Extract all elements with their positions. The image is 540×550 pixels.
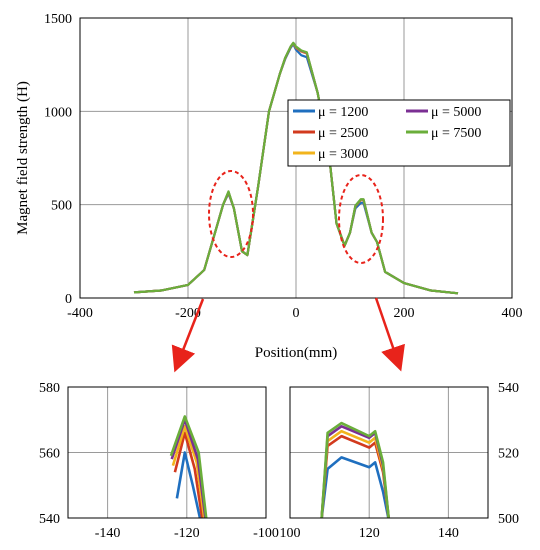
inset-left-tick-labels: -140 -120 -100 540 560 580 — [39, 381, 279, 541]
right-peak-highlight-ellipse — [338, 174, 384, 264]
x-tick-label: -400 — [67, 306, 93, 321]
main-plot-frame — [79, 17, 513, 299]
x-tick-label: 200 — [394, 306, 415, 321]
series-line-mu3000 — [171, 424, 206, 518]
main-tick-labels: -400 -200 0 200 400 0 500 1000 1500 — [44, 12, 523, 321]
x-tick-label: 100 — [280, 526, 301, 541]
x-tick-label: 400 — [502, 306, 523, 321]
y-tick-label: 560 — [39, 447, 60, 462]
inset-right-series-lines — [320, 421, 390, 518]
series-line-mu1200 — [320, 456, 390, 518]
x-tick-label: -140 — [95, 526, 121, 541]
y-tick-label: 540 — [498, 381, 519, 396]
series-line-mu7500 — [133, 41, 459, 295]
y-tick-label: 1500 — [44, 12, 72, 27]
main-series-lines — [133, 41, 459, 295]
legend-label: μ = 7500 — [431, 126, 481, 141]
left-peak-highlight-ellipse — [208, 170, 254, 258]
main-chart: -400 -200 0 200 400 0 500 1000 1500 Position(mm)… — [15, 12, 523, 361]
y-tick-label: 540 — [39, 512, 60, 527]
x-tick-label: -200 — [175, 306, 201, 321]
y-tick-label: 580 — [39, 381, 60, 396]
y-tick-label: 1000 — [44, 105, 72, 120]
legend-label: μ = 5000 — [431, 105, 481, 120]
inset-right-grid — [289, 386, 488, 519]
x-tick-label: 120 — [359, 526, 380, 541]
zoom-arrow-right — [374, 297, 405, 372]
x-axis-label: Position(mm) — [255, 345, 338, 361]
x-tick-label: 140 — [438, 526, 459, 541]
inset-right-chart: 100 120 140 500 520 540 — [280, 381, 520, 541]
x-tick-label: -100 — [253, 526, 279, 541]
legend-label: μ = 2500 — [318, 126, 368, 141]
series-line-mu1200 — [175, 451, 202, 518]
inset-left-frame — [67, 386, 267, 519]
y-axis-label: Magnet field strength (H) — [15, 81, 31, 235]
zoom-arrow-left — [171, 298, 205, 373]
inset-left-grid — [68, 386, 267, 519]
y-tick-label: 500 — [498, 512, 519, 527]
legend-label: μ = 1200 — [318, 105, 368, 120]
y-tick-label: 500 — [51, 199, 72, 214]
inset-right-tick-labels: 100 120 140 500 520 540 — [280, 381, 520, 541]
inset-left-chart: -140 -120 -100 540 560 580 — [39, 381, 279, 541]
inset-right-frame — [289, 386, 489, 519]
legend: μ = 1200 μ = 5000 μ = 2500 μ = 7500 μ = 3000 — [287, 99, 511, 167]
y-tick-label: 0 — [65, 292, 72, 307]
x-tick-label: 0 — [293, 306, 300, 321]
y-tick-label: 520 — [498, 447, 519, 462]
x-tick-label: -120 — [174, 526, 200, 541]
legend-box — [287, 99, 511, 167]
legend-label: μ = 3000 — [318, 147, 368, 162]
series-line-mu7500 — [169, 415, 208, 518]
series-line-mu7500 — [320, 421, 390, 518]
series-line-mu2500 — [173, 431, 204, 518]
inset-left-series-lines — [169, 415, 208, 518]
